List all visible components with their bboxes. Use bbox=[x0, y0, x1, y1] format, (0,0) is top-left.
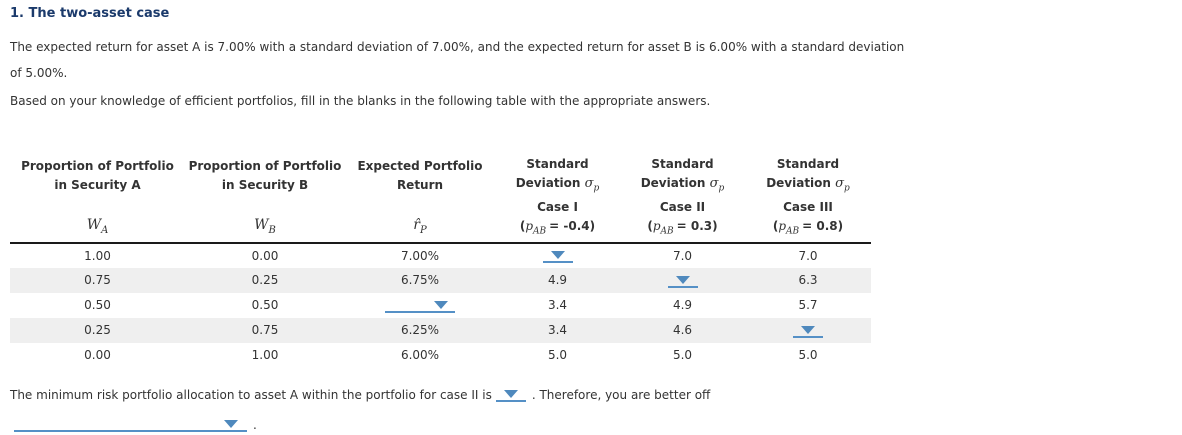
header-spacer bbox=[10, 195, 185, 214]
conclusion-text-after: . Therefore, you are better off bbox=[531, 387, 711, 402]
col-header-case-2: Standard Deviation σp Case II (pAB = 0.3) bbox=[620, 155, 745, 244]
header-line: in Security A bbox=[54, 177, 141, 192]
header-line: Deviation σp bbox=[640, 176, 725, 194]
answer-dropdown[interactable] bbox=[793, 324, 823, 338]
col-header-expected-return: Expected Portfolio Return r̂P bbox=[345, 155, 495, 244]
cell-wb: 0.00 bbox=[251, 248, 279, 263]
cell-case3: 5.7 bbox=[798, 298, 818, 313]
symbol-wb: WB bbox=[254, 216, 276, 236]
table-row: 0.00 1.00 6.00% 5.0 5.0 5.0 bbox=[10, 343, 871, 368]
header-spacer bbox=[185, 195, 345, 214]
cell-case3: 6.3 bbox=[798, 273, 818, 288]
dropdown-arrow-icon bbox=[801, 325, 815, 334]
instruction-text: Based on your knowledge of efficient por… bbox=[10, 94, 711, 108]
cell-case3: 7.0 bbox=[798, 248, 818, 263]
intro-line-2: of 5.00%. bbox=[10, 66, 68, 80]
col-header-security-b: Proportion of Portfolio in Security B WB bbox=[185, 155, 345, 244]
col-header-case-1: Standard Deviation σp Case I (pAB = -0.4) bbox=[495, 155, 620, 244]
sigma-symbol: σ bbox=[835, 176, 845, 191]
cell-case1: 4.9 bbox=[547, 273, 568, 288]
answer-dropdown-long[interactable] bbox=[14, 418, 247, 433]
sigma-symbol: σ bbox=[584, 176, 594, 191]
header-line: Standard bbox=[526, 157, 589, 171]
rho-symbol: p bbox=[778, 219, 787, 234]
header-line: Return bbox=[396, 177, 444, 192]
cell-wb: 0.75 bbox=[251, 323, 279, 338]
cell-wa: 0.00 bbox=[84, 348, 111, 363]
intro-line-1: The expected return for asset A is 7.00%… bbox=[10, 40, 905, 54]
header-line: Standard bbox=[776, 157, 840, 171]
cell-case3 bbox=[745, 318, 871, 343]
correlation-label: (pAB = 0.8) bbox=[772, 219, 844, 237]
header-line: Proportion of Portfolio bbox=[21, 158, 174, 173]
portfolio-table: Proportion of Portfolio in Security A WA… bbox=[10, 155, 871, 368]
table-row: 1.00 0.00 7.00% 7.0 7.0 bbox=[10, 243, 871, 268]
cell-wa: 0.75 bbox=[84, 273, 111, 288]
cell-return bbox=[345, 293, 495, 318]
cell-case1: 5.0 bbox=[547, 348, 568, 363]
conclusion-text-before: The minimum risk portfolio allocation to… bbox=[10, 387, 492, 402]
intro-paragraph: The expected return for asset A is 7.00%… bbox=[10, 34, 1172, 86]
cell-case2: 4.6 bbox=[672, 323, 693, 338]
conclusion-line-2: . bbox=[14, 415, 1172, 435]
page-title: 1. The two-asset case bbox=[10, 6, 170, 21]
sentence-period: . bbox=[253, 417, 257, 432]
cell-return: 6.75% bbox=[400, 273, 440, 288]
header-line: Expected Portfolio bbox=[357, 158, 483, 173]
header-line: Proportion of Portfolio bbox=[188, 158, 342, 173]
cell-wa: 0.25 bbox=[84, 323, 111, 338]
col-header-security-a: Proportion of Portfolio in Security A WA bbox=[10, 155, 185, 244]
cell-case2: 5.0 bbox=[672, 348, 693, 363]
cell-case1: 3.4 bbox=[547, 298, 568, 313]
cell-case2 bbox=[620, 268, 745, 293]
dropdown-arrow-icon bbox=[224, 420, 238, 429]
correlation-label: (pAB = -0.4) bbox=[519, 219, 596, 237]
case-label: Case II bbox=[659, 200, 706, 215]
header-line: Deviation σp bbox=[515, 176, 600, 194]
cell-case2: 4.9 bbox=[672, 298, 693, 313]
header-line: in Security B bbox=[221, 177, 309, 192]
cell-return: 6.25% bbox=[400, 323, 440, 338]
dropdown-arrow-icon bbox=[503, 390, 518, 399]
case-label: Case III bbox=[783, 200, 833, 215]
col-header-case-3: Standard Deviation σp Case III (pAB = 0.8… bbox=[745, 155, 871, 244]
symbol-rp: r̂P bbox=[413, 216, 427, 236]
rho-symbol: p bbox=[525, 219, 534, 234]
dropdown-arrow-icon bbox=[675, 275, 690, 284]
table-row: 0.50 0.50 3.4 4.9 5.7 bbox=[10, 293, 871, 318]
table-header-row: Proportion of Portfolio in Security A WA… bbox=[10, 155, 871, 244]
answer-dropdown[interactable] bbox=[667, 274, 698, 288]
correlation-label: (pAB = 0.3) bbox=[647, 219, 718, 237]
header-line: Deviation σp bbox=[766, 176, 850, 194]
table-row: 0.75 0.25 6.75% 4.9 6.3 bbox=[10, 267, 871, 293]
cell-case3: 5.0 bbox=[798, 348, 818, 363]
cell-wb: 0.50 bbox=[251, 298, 279, 313]
cell-wa: 1.00 bbox=[84, 248, 111, 263]
answer-dropdown[interactable] bbox=[542, 249, 573, 264]
cell-wb: 0.25 bbox=[251, 273, 279, 288]
cell-wb: 1.00 bbox=[251, 348, 279, 363]
header-spacer bbox=[345, 195, 495, 214]
conclusion-sentence: The minimum risk portfolio allocation to… bbox=[10, 385, 1172, 405]
answer-dropdown[interactable] bbox=[495, 388, 526, 403]
cell-case1: 3.4 bbox=[547, 323, 568, 338]
cell-case2: 7.0 bbox=[672, 248, 693, 263]
answer-dropdown[interactable] bbox=[385, 299, 455, 313]
dropdown-arrow-icon bbox=[550, 251, 565, 260]
rho-symbol: p bbox=[652, 219, 661, 234]
sigma-symbol: σ bbox=[709, 176, 719, 191]
dropdown-arrow-icon bbox=[434, 300, 448, 309]
case-label: Case I bbox=[537, 200, 578, 215]
table-row: 0.25 0.75 6.25% 3.4 4.6 bbox=[10, 317, 871, 343]
cell-wa: 0.50 bbox=[84, 298, 111, 313]
cell-return: 6.00% bbox=[400, 348, 440, 363]
cell-case1 bbox=[495, 243, 620, 268]
header-line: Standard bbox=[651, 157, 714, 171]
cell-return: 7.00% bbox=[400, 248, 440, 263]
symbol-wa: WA bbox=[86, 216, 109, 236]
